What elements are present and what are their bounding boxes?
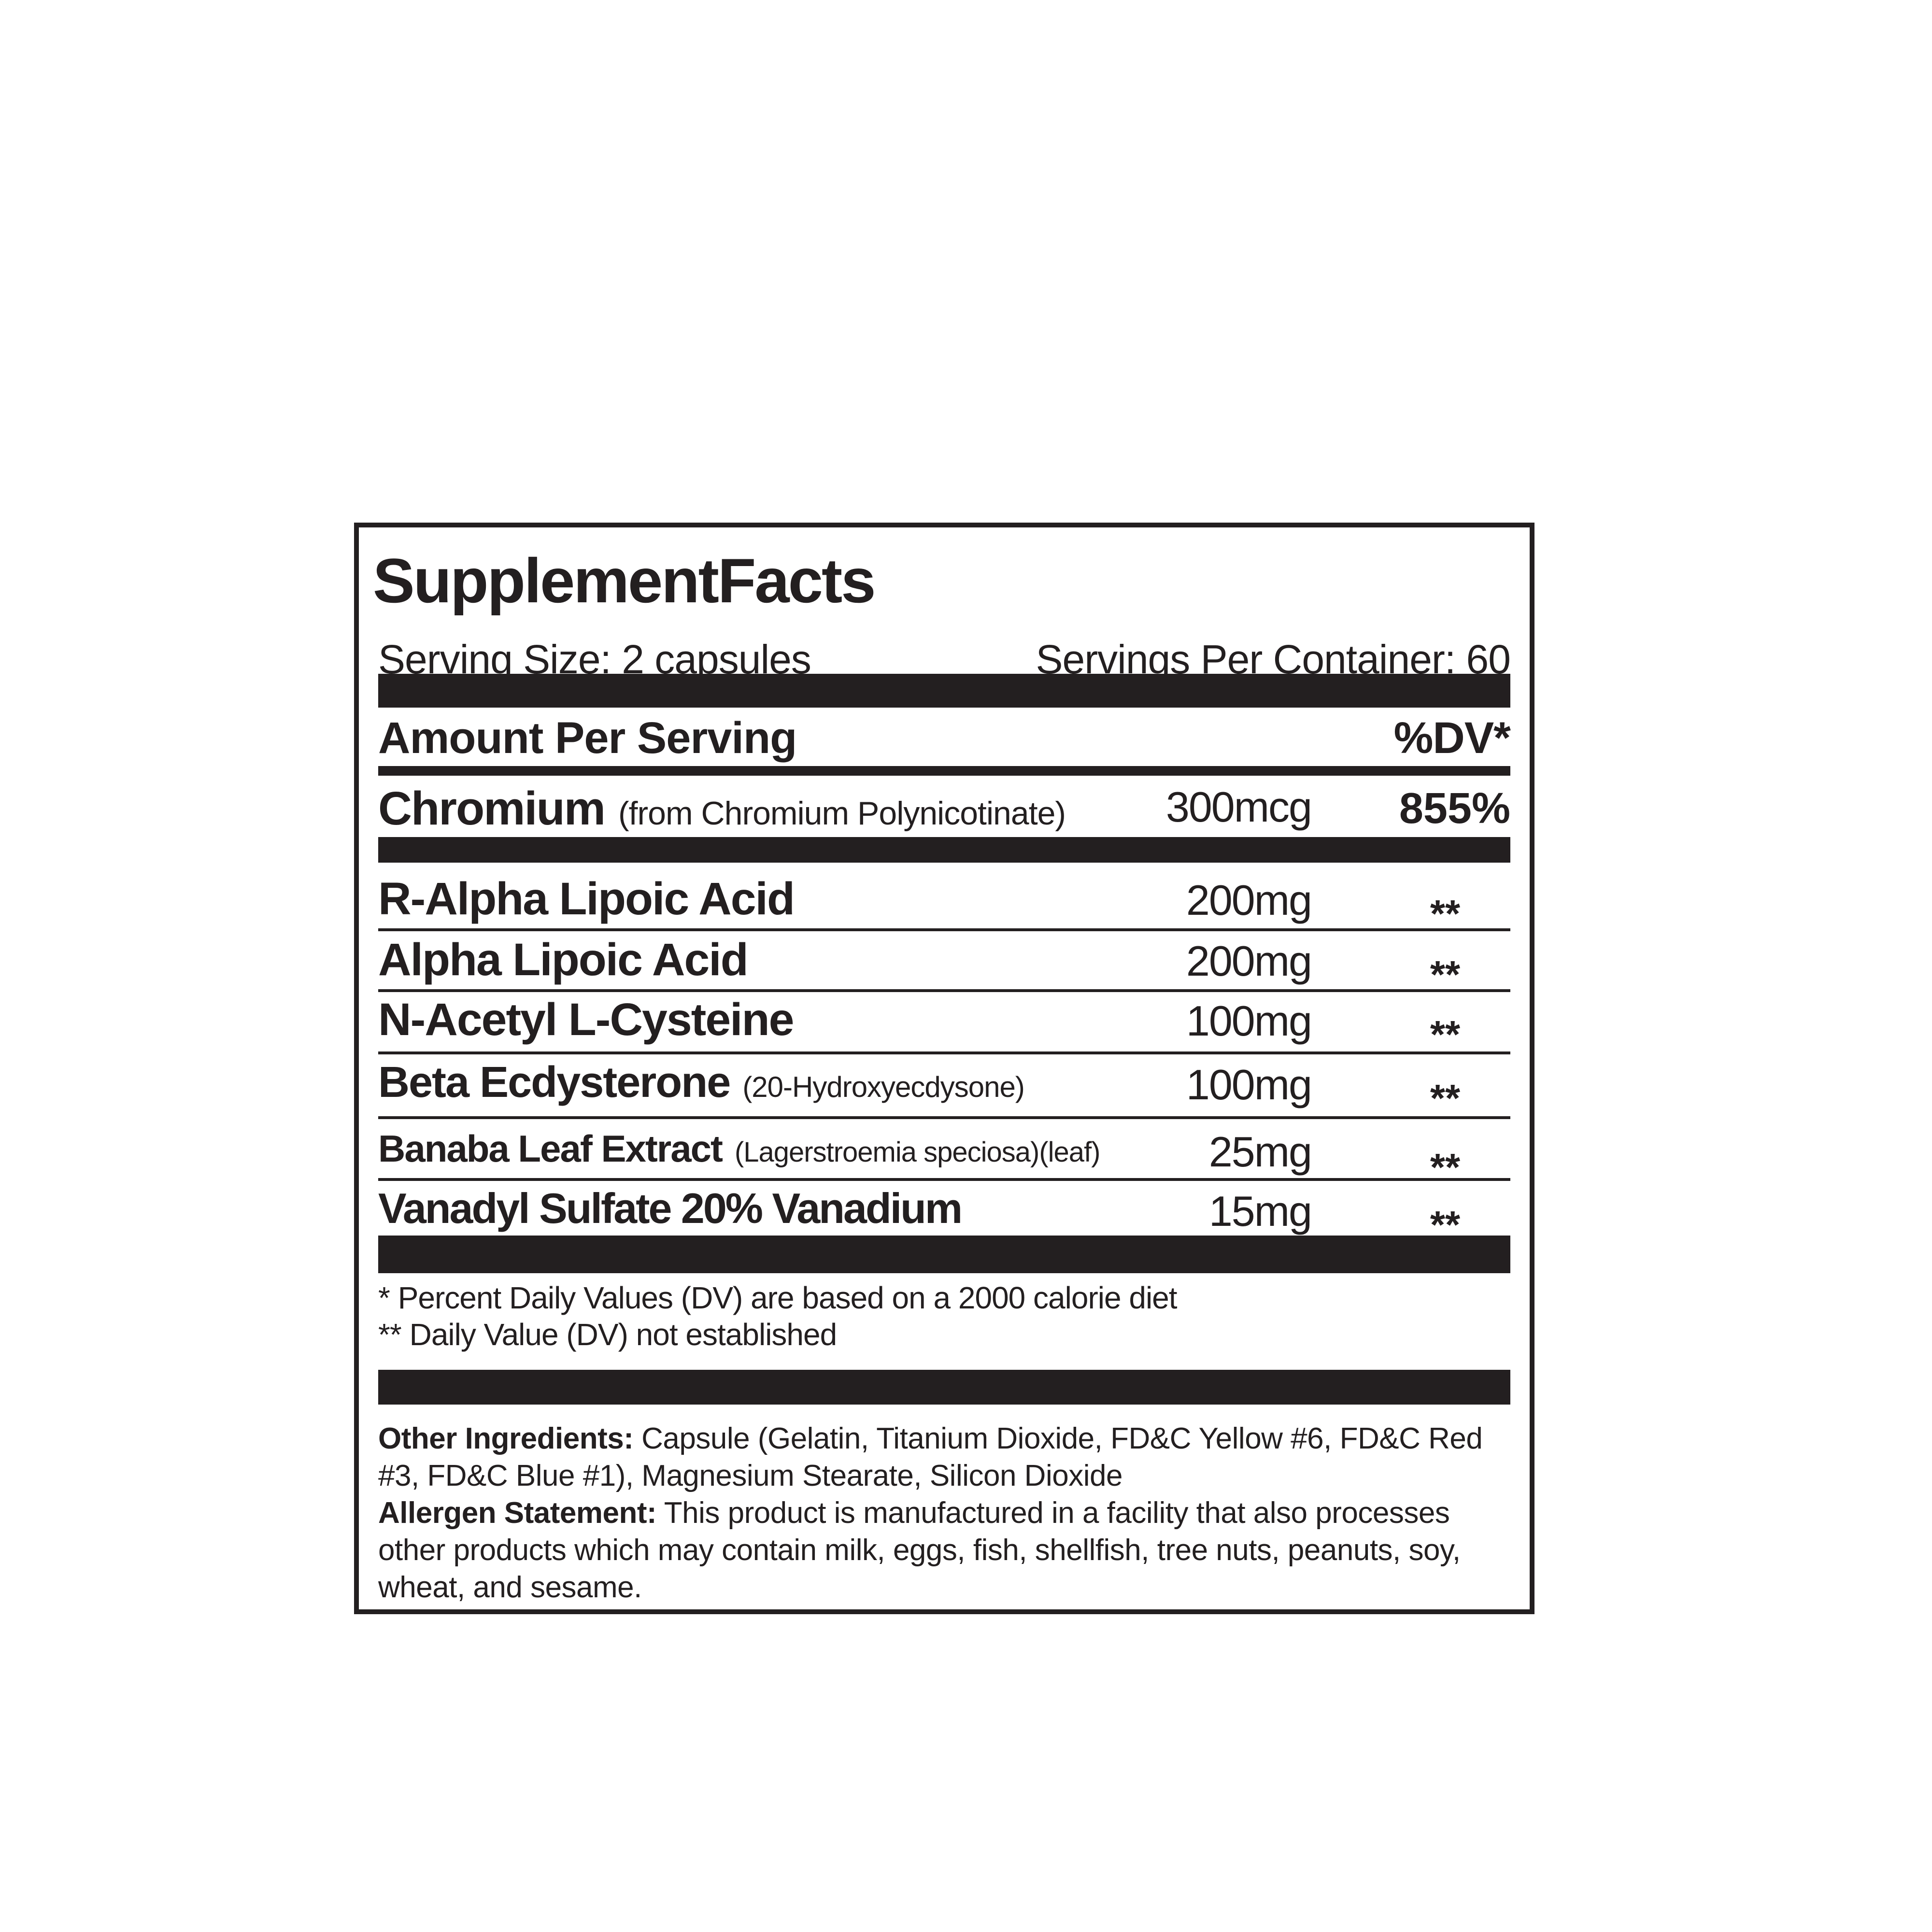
ingredient-dv: ** — [1430, 953, 1461, 996]
ingredient-dv: ** — [1430, 892, 1461, 935]
allergen-statement-text: This product is manufactured in a facili… — [378, 1496, 1461, 1604]
supplement-facts-panel: SupplementFacts Serving Size: 2 capsules… — [354, 523, 1534, 1614]
row-divider — [378, 928, 1510, 931]
ingredient-amount: 200mg — [1186, 876, 1312, 924]
separator-bar-mid — [378, 837, 1510, 863]
footnote-dv-not-established: ** Daily Value (DV) not established — [378, 1317, 837, 1352]
ingredient-name: Beta Ecdysterone — [378, 1058, 731, 1107]
ingredient-name: Banaba Leaf Extract — [378, 1127, 723, 1170]
row-divider — [378, 989, 1510, 992]
ingredient-amount: 200mg — [1186, 937, 1312, 985]
panel-title: SupplementFacts — [373, 545, 876, 616]
ingredient-name: N-Acetyl L-Cysteine — [378, 994, 794, 1045]
ingredient-name: R-Alpha Lipoic Acid — [378, 873, 795, 924]
ingredient-dv: ** — [1430, 1077, 1461, 1120]
other-ingredients-label: Other Ingredients: — [378, 1422, 634, 1455]
ingredient-detail: (20-Hydroxyecdysone) — [742, 1071, 1025, 1103]
serving-size-text: Serving Size: 2 capsules — [378, 637, 811, 682]
ingredient-row: Beta Ecdysterone (20-Hydroxyecdysone) 10… — [378, 1058, 1510, 1120]
separator-bar-bottom — [378, 1236, 1510, 1273]
ingredient-name: Chromium — [378, 782, 606, 835]
ingredient-row: Alpha Lipoic Acid 200mg ** — [378, 934, 1510, 996]
ingredient-row: Banaba Leaf Extract (Lagerstroemia speci… — [378, 1127, 1510, 1189]
ingredient-amount: 100mg — [1186, 1061, 1312, 1108]
ingredient-dv: 855% — [1399, 784, 1510, 833]
row-divider — [378, 1116, 1510, 1119]
ingredient-name: Vanadyl Sulfate 20% Vanadium — [378, 1184, 963, 1232]
ingredient-row-chromium: Chromium (from Chromium Polynicotinate) … — [378, 785, 1510, 840]
other-ingredients-text: Capsule (Gelatin, Titanium Dioxide, FD&C… — [378, 1422, 1483, 1492]
footnote-percent-dv: * Percent Daily Values (DV) are based on… — [378, 1280, 1178, 1315]
other-ingredients-paragraph: Other Ingredients: Capsule (Gelatin, Tit… — [378, 1420, 1510, 1494]
allergen-statement-paragraph: Allergen Statement: This product is manu… — [378, 1494, 1510, 1606]
allergen-statement-label: Allergen Statement: — [378, 1496, 657, 1530]
ingredient-amount: 15mg — [1208, 1187, 1312, 1235]
ingredient-dv: ** — [1430, 1013, 1461, 1056]
ingredient-row: N-Acetyl L-Cysteine 100mg ** — [378, 994, 1510, 1056]
separator-bar-footer — [378, 1370, 1510, 1405]
row-divider — [378, 1051, 1510, 1054]
column-header-row: Amount Per Serving %DV* — [378, 713, 1511, 763]
other-ingredients-section: Other Ingredients: Capsule (Gelatin, Tit… — [378, 1420, 1510, 1606]
ingredient-name: Alpha Lipoic Acid — [378, 934, 749, 985]
ingredient-detail: (Lagerstroemia speciosa)(leaf) — [734, 1136, 1101, 1168]
serving-info-row: Serving Size: 2 capsules Servings Per Co… — [378, 637, 1511, 682]
row-divider — [378, 1178, 1510, 1181]
ingredient-dv: ** — [1430, 1146, 1461, 1189]
ingredient-detail: (from Chromium Polynicotinate) — [618, 795, 1066, 832]
ingredient-amount: 100mg — [1186, 997, 1312, 1045]
ingredient-row: R-Alpha Lipoic Acid 200mg ** — [378, 873, 1510, 935]
ingredient-amount: 25mg — [1208, 1128, 1312, 1176]
separator-bar-thin — [378, 766, 1510, 776]
ingredient-row: Vanadyl Sulfate 20% Vanadium 15mg ** — [378, 1184, 1510, 1244]
ingredient-amount: 300mcg — [1165, 783, 1312, 831]
percent-dv-header: %DV* — [1393, 713, 1511, 763]
servings-per-container-text: Servings Per Container: 60 — [1036, 637, 1511, 682]
separator-bar-top — [378, 674, 1510, 708]
amount-per-serving-header: Amount Per Serving — [378, 713, 797, 763]
